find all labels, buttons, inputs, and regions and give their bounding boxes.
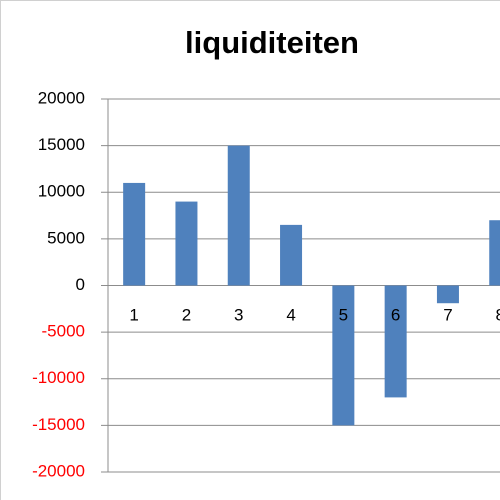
chart-title: liquiditeiten <box>185 25 359 60</box>
bar <box>123 182 146 286</box>
bar <box>384 285 407 398</box>
x-tick-label: 5 <box>339 305 348 324</box>
y-tick-label: -15000 <box>32 415 85 434</box>
x-tick-label: 4 <box>286 305 295 324</box>
y-tick-label: 15000 <box>38 135 85 154</box>
bar <box>332 285 355 426</box>
bar <box>227 145 250 286</box>
x-tick-label: 1 <box>129 305 138 324</box>
bar <box>175 201 198 286</box>
bar <box>280 224 303 286</box>
y-tick-label: 10000 <box>38 182 85 201</box>
y-tick-label: 20000 <box>38 88 85 107</box>
x-tick-label: 6 <box>391 305 400 324</box>
bar <box>489 220 500 286</box>
y-tick-label: -20000 <box>32 461 85 480</box>
x-tick-label: 3 <box>234 305 243 324</box>
x-tick-label: 8 <box>496 305 500 324</box>
x-tick-label: 7 <box>443 305 452 324</box>
y-tick-label: 5000 <box>47 228 85 247</box>
y-tick-label: -10000 <box>32 368 85 387</box>
y-tick-label: -5000 <box>42 322 85 341</box>
bar <box>436 285 459 304</box>
y-tick-label: 0 <box>76 275 85 294</box>
x-tick-label: 2 <box>182 305 191 324</box>
